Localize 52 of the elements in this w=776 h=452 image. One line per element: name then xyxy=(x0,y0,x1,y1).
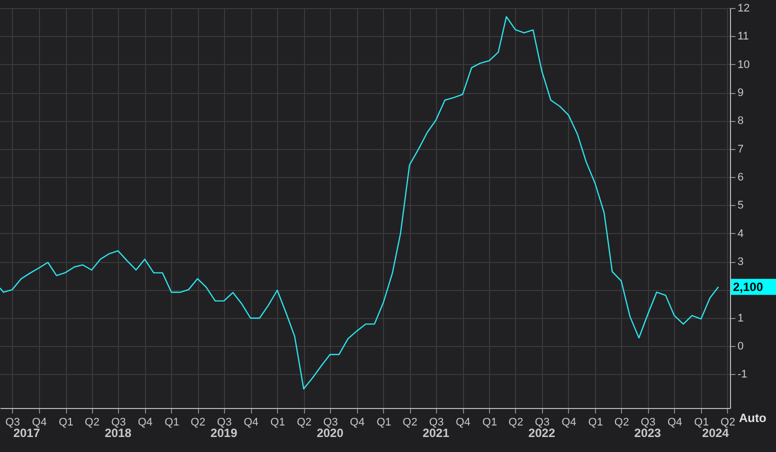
y-tick-label: 9 xyxy=(738,87,744,100)
x2-tick-label: 2018 xyxy=(104,426,132,440)
x2-tick-label: 2022 xyxy=(528,426,556,440)
text: 2,100 xyxy=(733,280,764,294)
x-tick-label: Q1 xyxy=(376,416,392,428)
y-tick-label: 11 xyxy=(738,30,749,43)
x-tick-label: Q4 xyxy=(138,416,153,428)
y-tick-label: 7 xyxy=(738,143,744,156)
x-tick-label: Q4 xyxy=(350,416,365,428)
x-tick-label: Q4 xyxy=(667,416,682,428)
x-tick-label: Q2 xyxy=(508,416,524,428)
x-tick-label: Q2 xyxy=(614,416,630,428)
y-tick-label: 12 xyxy=(738,2,750,14)
y-tick-label: 5 xyxy=(738,200,744,212)
y-tick-label: 6 xyxy=(738,172,744,184)
x-tick-label: Q3 xyxy=(111,416,126,428)
x2-tick-label: 2023 xyxy=(634,426,662,440)
x-tick-label: Q3 xyxy=(217,416,232,428)
x-tick-label: Q3 xyxy=(640,416,656,428)
x2-tick-label: 2017 xyxy=(13,426,40,440)
x-tick-label: Q4 xyxy=(32,416,47,428)
x-tick-label: Q1 xyxy=(588,416,603,428)
x-tick-label: Q3 xyxy=(5,416,20,428)
y-tick-label: 3 xyxy=(738,256,744,268)
y-tick-label: 8 xyxy=(738,115,744,128)
x-tick-label: Q4 xyxy=(456,416,470,428)
x-tick-label: Q4 xyxy=(562,416,576,428)
x-tick-label: Q2 xyxy=(296,416,312,428)
x-tick-label: Q4 xyxy=(244,416,258,428)
line-series xyxy=(0,16,719,390)
x2-tick-label: 2019 xyxy=(210,426,238,440)
y-tick-label: 4 xyxy=(738,228,744,240)
x-tick-label: Q2 xyxy=(720,416,736,428)
x2-tick-label: 2020 xyxy=(316,426,344,440)
x2-tick-label: 2021 xyxy=(422,426,450,440)
y-tick-label: 1 xyxy=(738,312,744,324)
x-tick-label: Q2 xyxy=(190,416,206,428)
x-tick-label: Q2 xyxy=(84,416,100,428)
x-tick-label: Q3 xyxy=(534,416,550,428)
y-tick-label: 0 xyxy=(738,340,744,353)
x-tick-label: Q1 xyxy=(270,416,286,428)
x-tick-label: Q3 xyxy=(429,416,444,428)
y-tick-label: 10 xyxy=(738,58,750,71)
x-tick-label: Q1 xyxy=(482,416,498,428)
x-tick-label: Q1 xyxy=(164,416,180,428)
text: Auto xyxy=(739,411,766,425)
y-tick-label: -1 xyxy=(738,368,748,381)
x-tick-label: Q3 xyxy=(323,416,338,428)
x-tick-label: Q1 xyxy=(58,416,74,428)
x-tick-label: Q1 xyxy=(694,416,709,428)
x2-tick-label: 2024 xyxy=(702,426,730,440)
x-tick-label: Q2 xyxy=(402,416,418,428)
